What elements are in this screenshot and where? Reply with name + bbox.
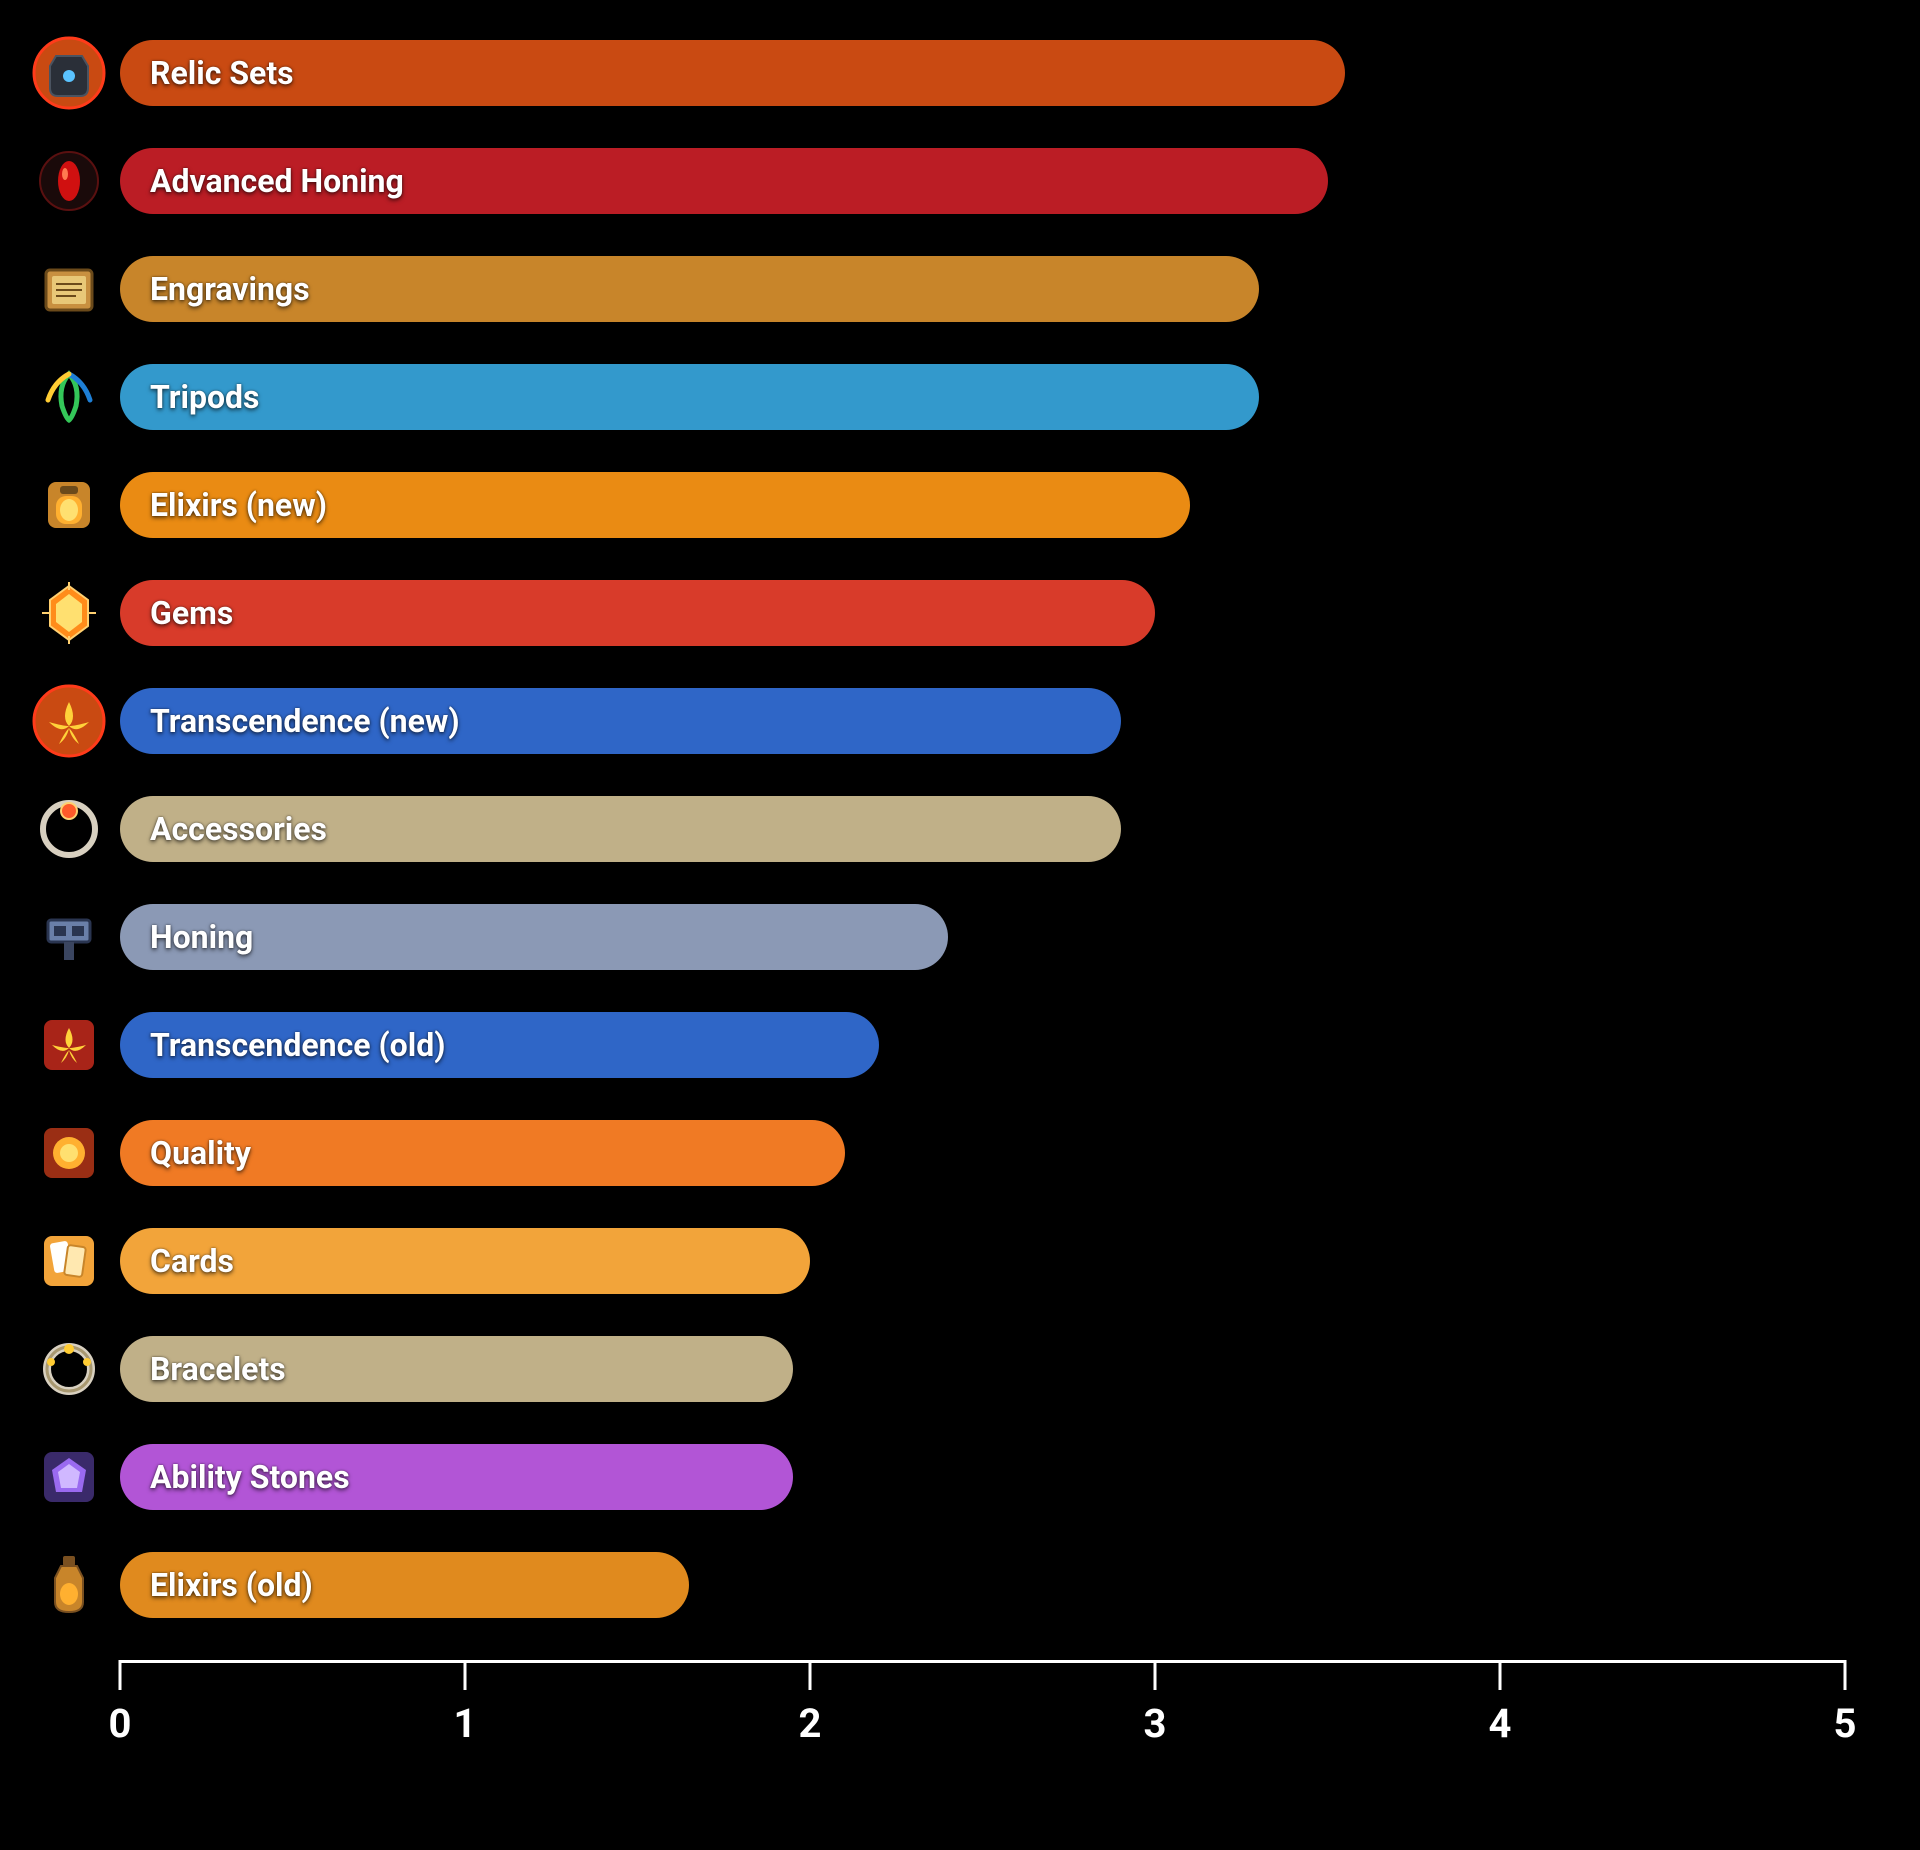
honing-icon: [30, 898, 108, 976]
axis-tick-label: 5: [1834, 1700, 1857, 1747]
bar-label: Relic Sets: [150, 54, 294, 92]
bar-row: Engravings: [30, 256, 1890, 322]
bar-track: Quality: [120, 1120, 845, 1186]
bar-row: Bracelets: [30, 1336, 1890, 1402]
tripods-icon: [30, 358, 108, 436]
bar-label: Transcendence (old): [150, 1026, 445, 1064]
axis-tick: [809, 1660, 812, 1690]
gems-icon: [30, 574, 108, 652]
axis-tick-label: 0: [109, 1700, 132, 1747]
transcendence-old-icon: [30, 1006, 108, 1084]
bar-track: Tripods: [120, 364, 1259, 430]
axis-tick-label: 2: [799, 1700, 822, 1747]
bar-track: Cards: [120, 1228, 810, 1294]
bar-row: Elixirs (new): [30, 472, 1890, 538]
bar-label: Transcendence (new): [150, 702, 460, 740]
bar-label: Engravings: [150, 270, 310, 308]
bar: Tripods: [120, 364, 1259, 430]
bar-track: Honing: [120, 904, 948, 970]
cards-icon: [30, 1222, 108, 1300]
bar-row: Elixirs (old): [30, 1552, 1890, 1618]
engravings-icon: [30, 250, 108, 328]
bar-label: Elixirs (old): [150, 1566, 313, 1604]
axis-tick-label: 3: [1144, 1700, 1167, 1747]
bar: Elixirs (new): [120, 472, 1190, 538]
bar: Transcendence (new): [120, 688, 1121, 754]
bar-row: Advanced Honing: [30, 148, 1890, 214]
accessories-icon: [30, 790, 108, 868]
bar-track: Engravings: [120, 256, 1259, 322]
bar: Honing: [120, 904, 948, 970]
bar-label: Quality: [150, 1134, 251, 1172]
axis-tick: [1844, 1660, 1847, 1690]
bar-row: Quality: [30, 1120, 1890, 1186]
quality-icon: [30, 1114, 108, 1192]
bar: Gems: [120, 580, 1155, 646]
elixirs-new-icon: [30, 466, 108, 544]
bar-row: Transcendence (new): [30, 688, 1890, 754]
axis-tick-label: 4: [1489, 1700, 1512, 1747]
bar: Accessories: [120, 796, 1121, 862]
bar: Relic Sets: [120, 40, 1345, 106]
bar: Ability Stones: [120, 1444, 793, 1510]
bar-track: Advanced Honing: [120, 148, 1328, 214]
bar-row: Honing: [30, 904, 1890, 970]
ability-stones-icon: [30, 1438, 108, 1516]
axis-tick-label: 1: [454, 1700, 477, 1747]
bar-track: Accessories: [120, 796, 1121, 862]
bar-track: Relic Sets: [120, 40, 1345, 106]
bar: Quality: [120, 1120, 845, 1186]
bar: Engravings: [120, 256, 1259, 322]
bar-label: Ability Stones: [150, 1458, 350, 1496]
bar-row: Transcendence (old): [30, 1012, 1890, 1078]
bar: Advanced Honing: [120, 148, 1328, 214]
transcendence-new-icon: [30, 682, 108, 760]
bar-track: Elixirs (new): [120, 472, 1190, 538]
axis-line: [120, 1660, 1845, 1663]
bar-track: Bracelets: [120, 1336, 793, 1402]
bar-label: Tripods: [150, 378, 259, 416]
bar: Bracelets: [120, 1336, 793, 1402]
axis-tick: [119, 1660, 122, 1690]
relic-sets-icon: [30, 34, 108, 112]
bar-track: Ability Stones: [120, 1444, 793, 1510]
bar-label: Bracelets: [150, 1350, 286, 1388]
bar-row: Accessories: [30, 796, 1890, 862]
bracelets-icon: [30, 1330, 108, 1408]
axis-tick: [1154, 1660, 1157, 1690]
bar-label: Gems: [150, 594, 233, 632]
bar-row: Cards: [30, 1228, 1890, 1294]
x-axis: 012345: [120, 1660, 1890, 1780]
bar-row: Relic Sets: [30, 40, 1890, 106]
bar-label: Honing: [150, 918, 253, 956]
axis-tick: [1499, 1660, 1502, 1690]
bar: Cards: [120, 1228, 810, 1294]
bar-label: Accessories: [150, 810, 327, 848]
bar-track: Elixirs (old): [120, 1552, 689, 1618]
bar-track: Transcendence (new): [120, 688, 1121, 754]
bar-row: Ability Stones: [30, 1444, 1890, 1510]
horizontal-bar-chart: Relic Sets Advanced Honing Engravings Tr…: [30, 40, 1890, 1780]
bar-rows: Relic Sets Advanced Honing Engravings Tr…: [30, 40, 1890, 1618]
advanced-honing-icon: [30, 142, 108, 220]
bar: Transcendence (old): [120, 1012, 879, 1078]
bar-label: Elixirs (new): [150, 486, 327, 524]
bar-row: Tripods: [30, 364, 1890, 430]
bar-track: Gems: [120, 580, 1155, 646]
bar-label: Cards: [150, 1242, 234, 1280]
bar-row: Gems: [30, 580, 1890, 646]
elixirs-old-icon: [30, 1546, 108, 1624]
bar: Elixirs (old): [120, 1552, 689, 1618]
bar-label: Advanced Honing: [150, 162, 404, 200]
axis-tick: [464, 1660, 467, 1690]
bar-track: Transcendence (old): [120, 1012, 879, 1078]
